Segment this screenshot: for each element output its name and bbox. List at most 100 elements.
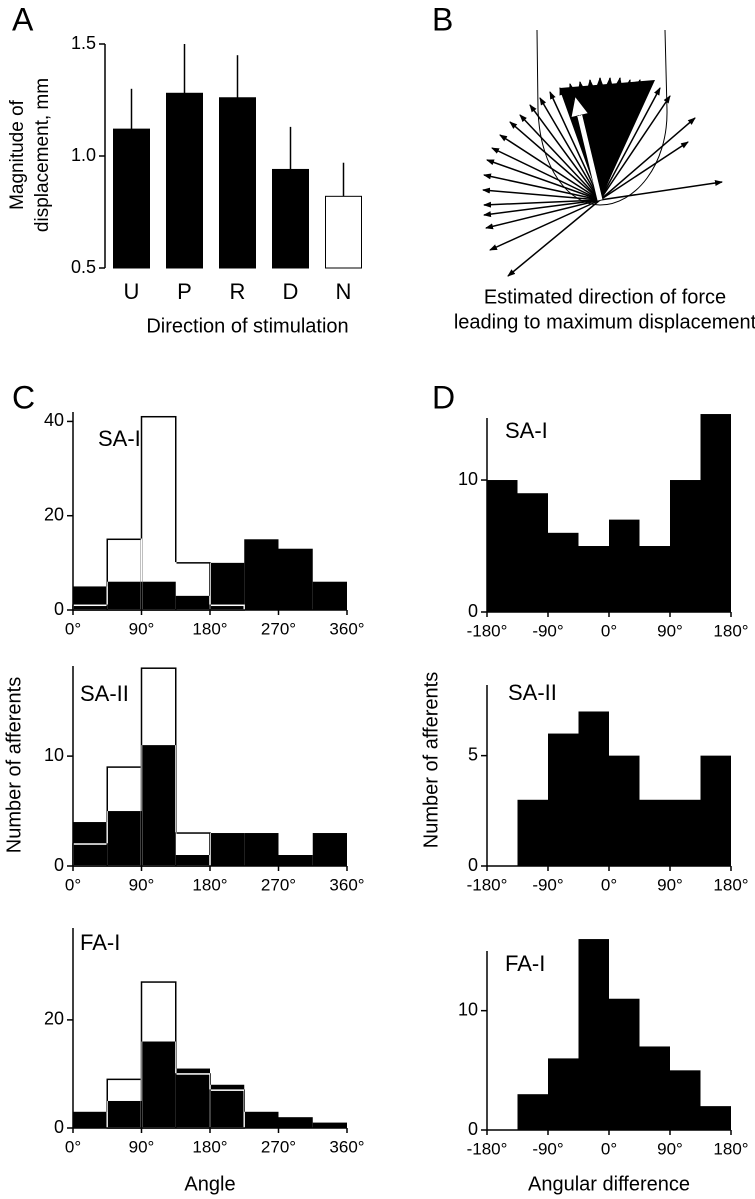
y-tick-label: 10 bbox=[458, 999, 478, 1019]
x-tick-label: -90° bbox=[532, 875, 563, 894]
y-tick-label: 0 bbox=[54, 1117, 64, 1137]
histogram-label: SA-I bbox=[505, 418, 548, 443]
histogram-bar bbox=[107, 1100, 142, 1128]
histogram-bar bbox=[639, 546, 670, 612]
x-tick-label: 360° bbox=[329, 1137, 364, 1156]
y-axis-label: Magnitude of bbox=[7, 99, 28, 210]
histogram-bar bbox=[210, 833, 245, 866]
x-tick-label: 90° bbox=[657, 1139, 683, 1158]
y-tick-label: 0 bbox=[54, 855, 64, 875]
x-tick-label: 180° bbox=[192, 875, 227, 894]
y-tick-label: 1.0 bbox=[71, 145, 96, 165]
caption: Estimated direction of force bbox=[484, 286, 726, 308]
histogram-bar bbox=[210, 562, 245, 610]
y-tick-label: 0 bbox=[468, 855, 478, 875]
caption: leading to maximum displacement bbox=[454, 311, 755, 333]
histogram-bar bbox=[73, 1111, 108, 1128]
panel-letter: A bbox=[12, 1, 34, 37]
histogram-label: SA-II bbox=[508, 680, 557, 705]
histogram-bar bbox=[548, 1058, 579, 1130]
histogram-bar bbox=[487, 480, 518, 612]
histogram-bar bbox=[140, 415, 177, 611]
histogram-bar bbox=[73, 586, 108, 610]
panel-letter: C bbox=[12, 379, 35, 415]
x-tick-label: -180° bbox=[467, 1139, 508, 1158]
x-tick-label: 180° bbox=[192, 1137, 227, 1156]
y-tick-label: 20 bbox=[44, 1009, 64, 1029]
histogram-bar bbox=[141, 581, 176, 610]
panel-letter: B bbox=[432, 1, 453, 37]
histogram-bar bbox=[700, 755, 731, 866]
y-tick-label: 0 bbox=[468, 601, 478, 621]
y-tick-label: 1.5 bbox=[71, 33, 96, 53]
x-tick-label: D bbox=[283, 279, 299, 304]
bar bbox=[219, 97, 256, 269]
histogram-bar bbox=[175, 595, 210, 610]
histogram-bar bbox=[244, 539, 279, 610]
histogram-bar bbox=[700, 414, 731, 612]
bar bbox=[325, 195, 362, 269]
histogram-bar bbox=[548, 532, 579, 612]
fingertip-diagram bbox=[482, 29, 723, 277]
histogram-bar bbox=[278, 1117, 313, 1128]
histogram-label: FA-I bbox=[80, 930, 120, 955]
x-tick-label: 90° bbox=[129, 875, 155, 894]
histogram-bar bbox=[578, 711, 609, 866]
x-tick-label: R bbox=[230, 279, 246, 304]
histogram-bar bbox=[670, 799, 701, 866]
histogram-label: FA-I bbox=[505, 951, 545, 976]
histogram-label: SA-II bbox=[80, 681, 129, 706]
x-tick-label: 360° bbox=[329, 875, 364, 894]
x-tick-label: -90° bbox=[532, 1139, 563, 1158]
histogram-bar bbox=[609, 998, 640, 1130]
histogram-bar bbox=[639, 799, 670, 866]
x-tick-label: 90° bbox=[657, 875, 683, 894]
histogram-bar bbox=[548, 733, 579, 866]
histogram-bar bbox=[609, 519, 640, 612]
x-tick-label: 270° bbox=[261, 875, 296, 894]
bar bbox=[272, 168, 309, 269]
x-tick-label: 90° bbox=[129, 1137, 155, 1156]
histogram-bar bbox=[609, 755, 640, 866]
histogram-bar bbox=[517, 799, 548, 866]
y-tick-label: 5 bbox=[468, 744, 478, 764]
histogram-bar bbox=[278, 855, 313, 866]
y-tick-label: 0 bbox=[54, 599, 64, 619]
x-tick-label: 0° bbox=[601, 875, 617, 894]
histogram-bar bbox=[175, 855, 210, 866]
bar bbox=[166, 92, 203, 269]
x-tick-label: 0° bbox=[65, 1137, 81, 1156]
x-tick-label: 360° bbox=[329, 619, 364, 638]
x-tick-label: 180° bbox=[713, 621, 748, 640]
histogram-bar bbox=[141, 1041, 176, 1128]
histogram-bar bbox=[278, 548, 313, 610]
histogram-bar bbox=[670, 480, 701, 612]
x-axis-label: Direction of stimulation bbox=[146, 315, 348, 337]
bar bbox=[113, 128, 150, 269]
histogram-bar bbox=[141, 745, 176, 866]
histogram-bar bbox=[700, 1106, 731, 1130]
x-tick-label: 0° bbox=[65, 619, 81, 638]
y-tick-label: 10 bbox=[458, 469, 478, 489]
histogram-bar bbox=[312, 833, 347, 866]
x-tick-label: U bbox=[124, 279, 140, 304]
x-tick-label: 0° bbox=[601, 621, 617, 640]
histogram-bar bbox=[670, 1070, 701, 1130]
y-tick-label: 10 bbox=[44, 745, 64, 765]
histogram-bar bbox=[517, 493, 548, 612]
x-tick-label: 270° bbox=[261, 1137, 296, 1156]
y-tick-label: 0.5 bbox=[71, 257, 96, 277]
histogram-label: SA-I bbox=[98, 426, 141, 451]
histogram-bar bbox=[107, 581, 142, 610]
histogram-bar bbox=[244, 1111, 279, 1128]
histogram-bar bbox=[578, 939, 609, 1130]
histogram-bar bbox=[107, 811, 142, 866]
histogram-bar bbox=[312, 581, 347, 610]
histogram-bar bbox=[517, 1094, 548, 1130]
histogram-bar bbox=[210, 1084, 245, 1128]
y-axis-label: displacement, mm bbox=[32, 78, 53, 232]
y-tick-label: 40 bbox=[44, 410, 64, 430]
y-tick-label: 0 bbox=[468, 1119, 478, 1139]
x-tick-label: 180° bbox=[713, 1139, 748, 1158]
